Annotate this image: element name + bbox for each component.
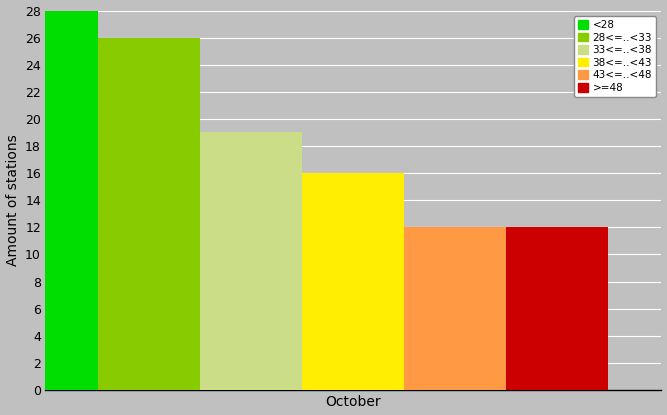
Bar — [404, 227, 506, 390]
Bar — [0, 10, 98, 390]
Bar — [200, 132, 302, 390]
Bar — [506, 227, 608, 390]
Legend: <28, 28<=..<33, 33<=..<38, 38<=..<43, 43<=..<48, >=48: <28, 28<=..<33, 33<=..<38, 38<=..<43, 43… — [574, 16, 656, 97]
Bar — [98, 38, 200, 390]
Y-axis label: Amount of stations: Amount of stations — [5, 134, 19, 266]
Bar — [302, 173, 404, 390]
